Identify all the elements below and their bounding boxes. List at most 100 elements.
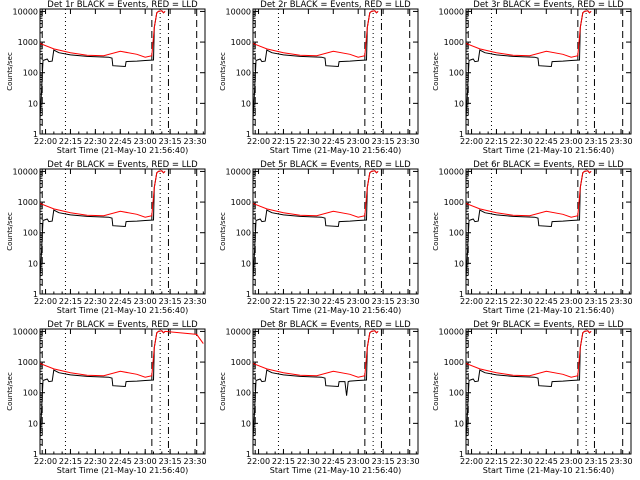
x-tick-label: 22:30 — [510, 297, 533, 306]
x-tick-label: 22:00 — [34, 457, 57, 466]
y-tick-label: 10000 — [439, 327, 464, 336]
events-series-line — [253, 10, 379, 120]
x-tick-label: 23:00 — [560, 457, 583, 466]
y-axis-label: Counts/sec — [6, 372, 14, 411]
y-tick-label: 10000 — [226, 167, 251, 176]
chart-title: Det 6r BLACK = Events, RED = LLD — [473, 160, 624, 170]
y-axis-label: Counts/sec — [6, 52, 14, 91]
x-tick-label: 23:30 — [397, 137, 420, 146]
lld-series-line — [466, 330, 592, 378]
x-tick-label: 22:15 — [272, 457, 295, 466]
y-tick-label: 10 — [28, 419, 38, 428]
x-tick-label: 22:15 — [59, 297, 82, 306]
x-tick-label: 22:45 — [322, 137, 345, 146]
plot-frame — [39, 328, 206, 455]
x-axis-label: Start Time (21-May-10 21:56:40) — [483, 146, 614, 155]
x-tick-label: 23:30 — [397, 297, 420, 306]
x-tick-label: 22:45 — [535, 137, 558, 146]
x-axis-label: Start Time (21-May-10 21:56:40) — [483, 306, 614, 315]
y-axis-label: Counts/sec — [219, 52, 227, 91]
chart-title: Det 1r BLACK = Events, RED = LLD — [47, 0, 198, 10]
detector-chart: Det 3r BLACK = Events, RED = LLD 1 10 100 10… — [432, 0, 633, 155]
y-axis-label: Counts/sec — [432, 212, 440, 251]
x-tick-label: 22:30 — [84, 137, 107, 146]
x-tick-label: 22:30 — [510, 457, 533, 466]
x-tick-label: 22:45 — [535, 457, 558, 466]
y-tick-label: 1 — [246, 130, 251, 139]
x-tick-label: 23:30 — [184, 137, 207, 146]
chart-title: Det 7r BLACK = Events, RED = LLD — [47, 320, 198, 330]
chart-title: Det 3r BLACK = Events, RED = LLD — [473, 0, 624, 10]
lld-series-line — [253, 10, 379, 58]
x-tick-label: 23:15 — [585, 457, 608, 466]
x-tick-label: 23:00 — [560, 297, 583, 306]
x-tick-label: 23:00 — [134, 297, 157, 306]
x-tick-label: 23:30 — [610, 297, 633, 306]
lld-series-line — [40, 10, 166, 58]
y-tick-label: 1000 — [444, 358, 464, 367]
x-axis-label: Start Time (21-May-10 21:56:40) — [270, 466, 401, 475]
lld-series-line — [466, 170, 592, 218]
x-tick-label: 22:30 — [84, 457, 107, 466]
y-tick-label: 1000 — [444, 198, 464, 207]
lld-series-line — [253, 330, 379, 378]
y-tick-label: 10000 — [439, 167, 464, 176]
events-series-line — [466, 10, 592, 120]
x-tick-label: 23:00 — [560, 137, 583, 146]
x-tick-label: 22:00 — [247, 137, 270, 146]
x-tick-label: 23:00 — [347, 297, 370, 306]
x-tick-label: 23:15 — [585, 137, 608, 146]
y-tick-label: 100 — [23, 229, 38, 238]
y-tick-label: 100 — [449, 69, 464, 78]
lld-series-line — [40, 170, 166, 218]
x-axis-label: Start Time (21-May-10 21:56:40) — [57, 146, 188, 155]
x-tick-label: 23:30 — [184, 297, 207, 306]
y-tick-label: 10000 — [226, 7, 251, 16]
y-tick-label: 10 — [454, 99, 464, 108]
x-tick-label: 22:45 — [322, 457, 345, 466]
x-tick-label: 22:30 — [510, 137, 533, 146]
lld-series-line — [253, 170, 379, 218]
x-tick-label: 23:15 — [372, 457, 395, 466]
y-tick-label: 1 — [246, 450, 251, 459]
x-axis-label: Start Time (21-May-10 21:56:40) — [57, 306, 188, 315]
x-tick-label: 22:15 — [272, 137, 295, 146]
detector-chart: Det 6r BLACK = Events, RED = LLD 1 10 100 10… — [432, 160, 633, 315]
y-tick-label: 10 — [454, 419, 464, 428]
x-tick-label: 22:45 — [322, 297, 345, 306]
y-tick-label: 100 — [449, 389, 464, 398]
events-series-line — [40, 330, 166, 440]
y-tick-label: 10000 — [226, 327, 251, 336]
y-tick-label: 100 — [449, 229, 464, 238]
y-axis-label: Counts/sec — [6, 212, 14, 251]
chart-title: Det 5r BLACK = Events, RED = LLD — [260, 160, 411, 170]
plot-frame — [465, 168, 632, 295]
y-tick-label: 1000 — [18, 38, 38, 47]
x-tick-label: 23:15 — [159, 457, 182, 466]
x-tick-label: 23:30 — [610, 137, 633, 146]
y-tick-label: 100 — [236, 389, 251, 398]
chart-title: Det 4r BLACK = Events, RED = LLD — [47, 160, 198, 170]
y-axis-label: Counts/sec — [219, 212, 227, 251]
y-tick-label: 1000 — [18, 198, 38, 207]
x-tick-label: 22:30 — [297, 297, 320, 306]
events-series-line — [466, 330, 592, 440]
x-tick-label: 22:15 — [485, 297, 508, 306]
y-tick-label: 1 — [246, 290, 251, 299]
x-tick-label: 22:00 — [247, 297, 270, 306]
x-axis-label: Start Time (21-May-10 21:56:40) — [270, 146, 401, 155]
x-tick-label: 22:00 — [247, 457, 270, 466]
events-series-line — [253, 330, 379, 440]
y-tick-label: 1 — [459, 130, 464, 139]
y-tick-label: 1000 — [231, 198, 251, 207]
x-tick-label: 22:30 — [297, 137, 320, 146]
x-tick-label: 22:45 — [535, 297, 558, 306]
detector-chart: Det 9r BLACK = Events, RED = LLD 1 10 100 10… — [432, 320, 633, 475]
lld-series-line — [466, 10, 592, 58]
detector-chart: Det 4r BLACK = Events, RED = LLD 1 10 100 10… — [6, 160, 207, 315]
y-tick-label: 1 — [33, 130, 38, 139]
y-tick-label: 100 — [236, 69, 251, 78]
chart-title: Det 2r BLACK = Events, RED = LLD — [260, 0, 411, 10]
x-tick-label: 22:15 — [485, 457, 508, 466]
